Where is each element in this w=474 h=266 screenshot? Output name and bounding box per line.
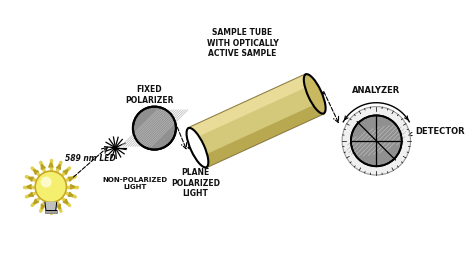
Polygon shape <box>201 103 324 167</box>
Ellipse shape <box>187 128 209 167</box>
Text: NON-POLARIZED
LIGHT: NON-POLARIZED LIGHT <box>102 177 167 190</box>
Circle shape <box>41 177 52 188</box>
Circle shape <box>351 115 401 166</box>
Text: ANALYZER: ANALYZER <box>352 86 401 95</box>
Ellipse shape <box>304 74 326 114</box>
Polygon shape <box>45 202 57 210</box>
Text: PLANE
POLARIZED
LIGHT: PLANE POLARIZED LIGHT <box>171 168 220 198</box>
Polygon shape <box>45 210 57 213</box>
Text: FIXED
POLARIZER: FIXED POLARIZER <box>125 85 174 105</box>
Circle shape <box>342 107 410 175</box>
Polygon shape <box>189 74 324 167</box>
Text: 589 nm LED: 589 nm LED <box>64 154 115 163</box>
Polygon shape <box>189 74 310 139</box>
Text: DETECTOR: DETECTOR <box>415 127 465 136</box>
Text: SAMPLE TUBE
WITH OPTICALLY
ACTIVE SAMPLE: SAMPLE TUBE WITH OPTICALLY ACTIVE SAMPLE <box>207 28 278 58</box>
Circle shape <box>35 171 66 202</box>
Circle shape <box>133 107 176 149</box>
